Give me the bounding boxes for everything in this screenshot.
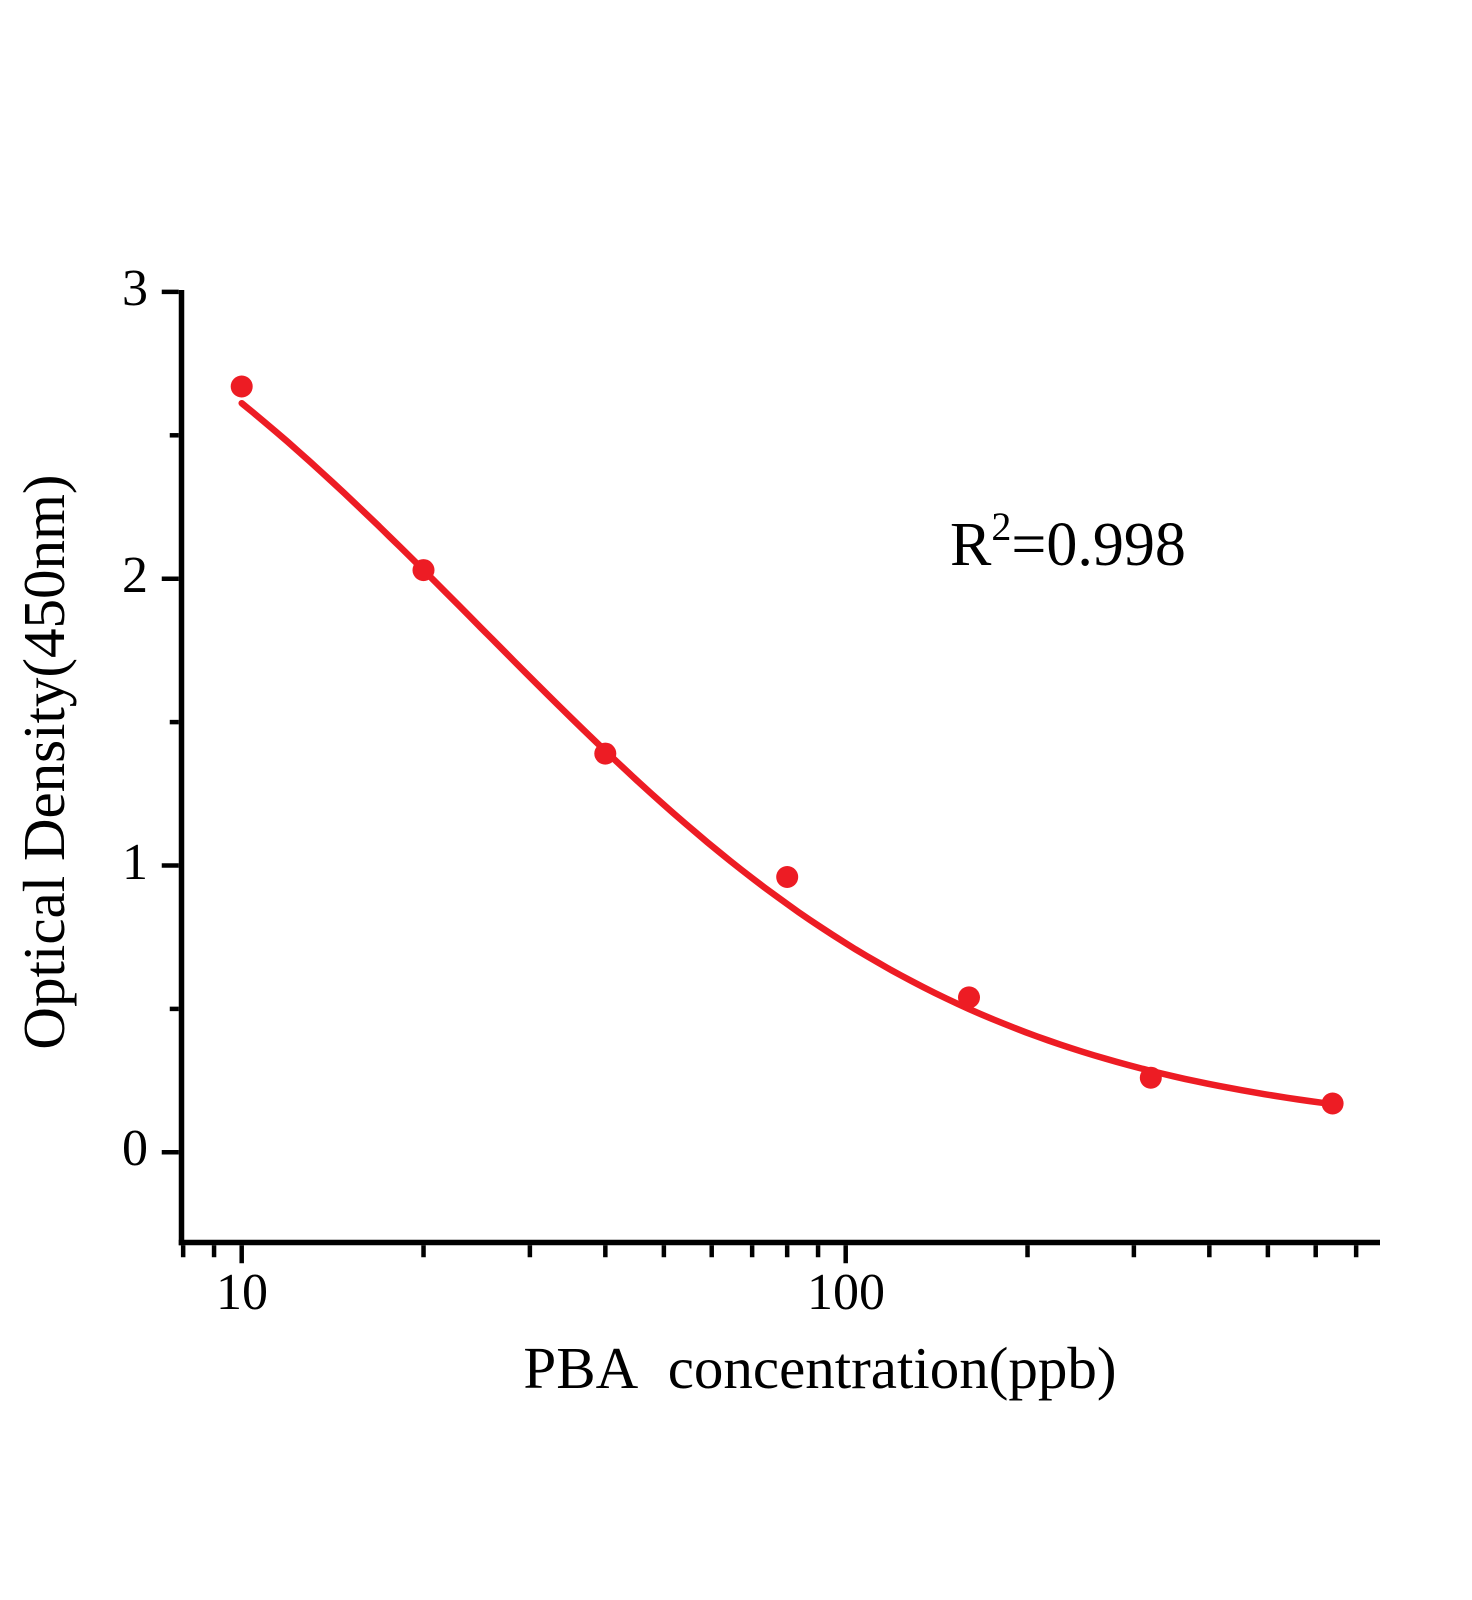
- x-tick-label: 100: [807, 1264, 885, 1321]
- r-squared-prefix: R: [950, 511, 992, 579]
- data-point: [230, 375, 253, 398]
- x-axis-title: PBA concentration(ppb): [523, 1335, 1117, 1401]
- data-point: [958, 986, 980, 1009]
- x-tick-label: 10: [216, 1264, 268, 1321]
- r-squared-annotation: R2=0.998: [950, 496, 1186, 576]
- y-tick-label: 2: [122, 547, 148, 604]
- y-tick-label: 3: [122, 260, 148, 317]
- data-point: [594, 742, 617, 765]
- data-point: [412, 559, 435, 582]
- r-squared-superscript: 2: [991, 504, 1012, 549]
- y-axis-title: Optical Density(450nm): [11, 474, 77, 1050]
- data-point: [776, 866, 799, 888]
- y-tick-label: 1: [122, 834, 148, 891]
- data-point: [1139, 1066, 1162, 1089]
- data-point: [1321, 1092, 1344, 1115]
- r-squared-value: =0.998: [1011, 511, 1186, 579]
- y-tick-label: 0: [122, 1120, 148, 1177]
